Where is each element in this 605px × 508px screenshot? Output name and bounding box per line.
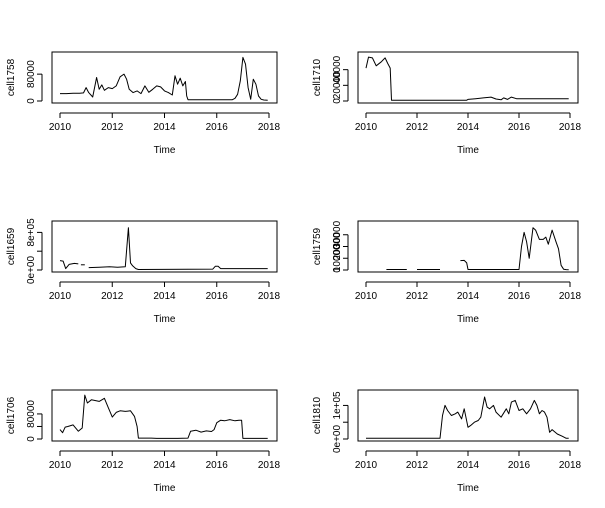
series-line bbox=[88, 227, 268, 270]
x-tick-label: 2010 bbox=[355, 291, 378, 302]
x-tick-label: 2010 bbox=[49, 460, 72, 471]
x-tick-label: 2018 bbox=[559, 291, 582, 302]
chart-panel-cell1706: 2010 2012 2014 2016 2018 Time 0 80000 cell1706 bbox=[6, 389, 281, 494]
y-tick-label: 20000 bbox=[332, 232, 343, 260]
plot-frame bbox=[51, 220, 278, 273]
plot-frame bbox=[357, 51, 579, 104]
y-tick-label: 80000 bbox=[26, 400, 37, 428]
x-axis-label: Time bbox=[154, 314, 176, 325]
x-tick-label: 2012 bbox=[101, 122, 124, 133]
x-tick-label: 2018 bbox=[258, 122, 281, 133]
y-tick-label: 0 bbox=[26, 436, 37, 442]
y-tick-label: 0 bbox=[26, 98, 37, 104]
x-tick-label: 2014 bbox=[457, 291, 480, 302]
plot-frame bbox=[51, 389, 278, 442]
x-tick-label: 2014 bbox=[153, 460, 176, 471]
x-tick-label: 2012 bbox=[406, 291, 429, 302]
y-tick-label: 8e+05 bbox=[26, 218, 37, 247]
x-tick-label: 2016 bbox=[206, 460, 229, 471]
y-tick-label: 80000 bbox=[26, 60, 37, 88]
x-tick-label: 2016 bbox=[508, 460, 531, 471]
x-tick-label: 2012 bbox=[406, 460, 429, 471]
x-tick-label: 2012 bbox=[406, 122, 429, 133]
x-tick-label: 2012 bbox=[101, 460, 124, 471]
x-tick-label: 2016 bbox=[508, 122, 531, 133]
x-tick-label: 2018 bbox=[258, 460, 281, 471]
x-axis-label: Time bbox=[457, 483, 479, 494]
chart-panel-cell1659: 2010 2012 2014 2016 2018 Time 0e+00 8e+05 cell16… bbox=[6, 218, 281, 325]
x-tick-label: 2014 bbox=[457, 460, 480, 471]
x-tick-label: 2016 bbox=[508, 291, 531, 302]
x-tick-label: 2014 bbox=[153, 291, 176, 302]
y-tick-label: 1e+05 bbox=[332, 391, 343, 420]
y-axis-label: cell1810 bbox=[312, 396, 323, 434]
chart-panel-cell1758: 2010 2012 2014 2016 2018 Time 0 80000 cell1758 bbox=[6, 51, 281, 156]
plot-frame bbox=[51, 51, 278, 104]
y-tick-label: 30000 bbox=[332, 220, 343, 248]
series-line bbox=[59, 394, 268, 439]
x-tick-label: 2018 bbox=[559, 460, 582, 471]
x-tick-label: 2014 bbox=[457, 122, 480, 133]
x-tick-label: 2018 bbox=[258, 291, 281, 302]
y-tick-label: 20000 bbox=[332, 71, 343, 99]
x-tick-label: 2016 bbox=[206, 291, 229, 302]
x-tick-label: 2010 bbox=[49, 122, 72, 133]
series-line bbox=[60, 56, 268, 101]
y-tick-label: 10000 bbox=[332, 244, 343, 272]
y-axis-label: cell1710 bbox=[312, 58, 323, 96]
series-line bbox=[460, 227, 569, 271]
y-tick-label: 40000 bbox=[332, 55, 343, 83]
x-tick-label: 2012 bbox=[101, 291, 124, 302]
plot-frame bbox=[357, 389, 579, 442]
y-axis-label: cell1759 bbox=[312, 227, 323, 265]
x-axis-label: Time bbox=[457, 314, 479, 325]
series-line bbox=[366, 396, 569, 439]
y-tick-label: 0e+00 bbox=[26, 256, 37, 285]
x-tick-label: 2010 bbox=[355, 460, 378, 471]
plot-frame bbox=[357, 220, 579, 273]
series-line bbox=[365, 56, 569, 101]
x-axis-label: Time bbox=[457, 145, 479, 156]
chart-panel-cell1759: 2010 2012 2014 2016 2018 Time 0100002000030000… bbox=[312, 220, 582, 325]
y-tick-label: 0 bbox=[332, 267, 343, 273]
y-tick-label: 0 bbox=[332, 98, 343, 104]
x-tick-label: 2010 bbox=[355, 122, 378, 133]
x-tick-label: 2018 bbox=[559, 122, 582, 133]
y-axis-label: cell1758 bbox=[6, 58, 17, 96]
chart-panel-cell1810: 2010 2012 2014 2016 2018 Time 0e+00 1e+05 cell18… bbox=[312, 389, 582, 494]
x-tick-label: 2014 bbox=[153, 122, 176, 133]
y-axis-label: cell1706 bbox=[6, 396, 17, 434]
x-tick-label: 2010 bbox=[49, 291, 72, 302]
y-tick-label: 0e+00 bbox=[332, 425, 343, 454]
series-line bbox=[59, 260, 79, 270]
x-tick-label: 2016 bbox=[206, 122, 229, 133]
x-axis-label: Time bbox=[154, 145, 176, 156]
y-axis-label: cell1659 bbox=[6, 227, 17, 265]
x-axis-label: Time bbox=[154, 483, 176, 494]
